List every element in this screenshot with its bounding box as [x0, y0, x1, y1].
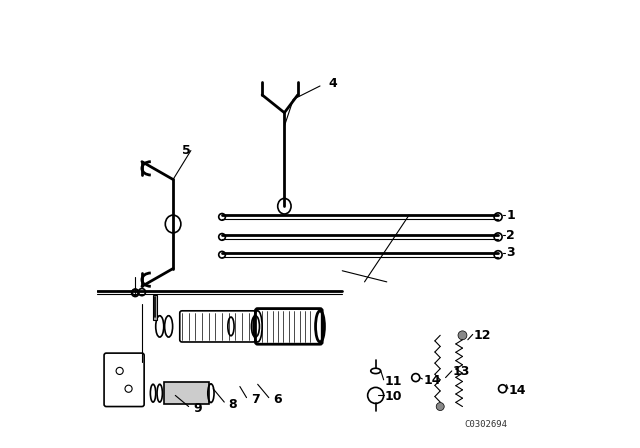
Text: 4: 4: [329, 77, 338, 90]
Text: 13: 13: [452, 365, 470, 378]
Circle shape: [436, 403, 444, 410]
Text: 1: 1: [506, 209, 515, 222]
Text: 12: 12: [474, 329, 491, 342]
Text: 6: 6: [273, 393, 282, 406]
Text: 14: 14: [509, 384, 526, 397]
Text: 10: 10: [385, 390, 402, 403]
Text: C0302694: C0302694: [464, 420, 507, 429]
Bar: [153, 295, 157, 320]
Text: 5: 5: [182, 144, 191, 157]
Text: 3: 3: [506, 246, 515, 259]
Text: 11: 11: [385, 375, 402, 388]
Text: 9: 9: [193, 402, 202, 415]
Circle shape: [458, 331, 467, 340]
Text: 7: 7: [251, 393, 260, 406]
Text: 2: 2: [506, 228, 515, 241]
Text: 14: 14: [423, 374, 441, 387]
Text: 8: 8: [228, 398, 237, 411]
Bar: [164, 382, 209, 404]
